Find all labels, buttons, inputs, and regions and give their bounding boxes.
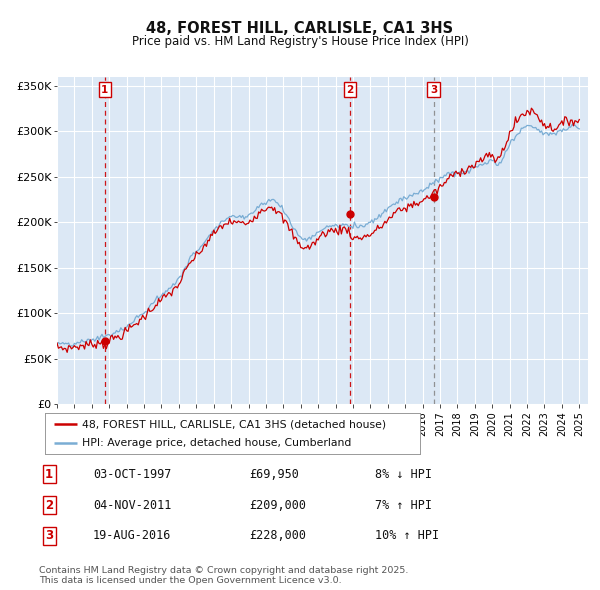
Text: 48, FOREST HILL, CARLISLE, CA1 3HS: 48, FOREST HILL, CARLISLE, CA1 3HS (146, 21, 454, 36)
Text: 03-OCT-1997: 03-OCT-1997 (93, 468, 172, 481)
Text: Price paid vs. HM Land Registry's House Price Index (HPI): Price paid vs. HM Land Registry's House … (131, 35, 469, 48)
Text: 10% ↑ HPI: 10% ↑ HPI (375, 529, 439, 542)
Text: 3: 3 (430, 85, 437, 95)
Text: £228,000: £228,000 (249, 529, 306, 542)
Text: 19-AUG-2016: 19-AUG-2016 (93, 529, 172, 542)
Text: 8% ↓ HPI: 8% ↓ HPI (375, 468, 432, 481)
Text: 1: 1 (101, 85, 109, 95)
Text: £69,950: £69,950 (249, 468, 299, 481)
Text: 2: 2 (45, 499, 53, 512)
Text: 7% ↑ HPI: 7% ↑ HPI (375, 499, 432, 512)
Text: Contains HM Land Registry data © Crown copyright and database right 2025.
This d: Contains HM Land Registry data © Crown c… (39, 566, 409, 585)
Text: 04-NOV-2011: 04-NOV-2011 (93, 499, 172, 512)
Text: 3: 3 (45, 529, 53, 542)
Text: HPI: Average price, detached house, Cumberland: HPI: Average price, detached house, Cumb… (83, 438, 352, 448)
Text: 1: 1 (45, 468, 53, 481)
Text: £209,000: £209,000 (249, 499, 306, 512)
Text: 48, FOREST HILL, CARLISLE, CA1 3HS (detached house): 48, FOREST HILL, CARLISLE, CA1 3HS (deta… (83, 419, 386, 429)
Text: 2: 2 (346, 85, 353, 95)
